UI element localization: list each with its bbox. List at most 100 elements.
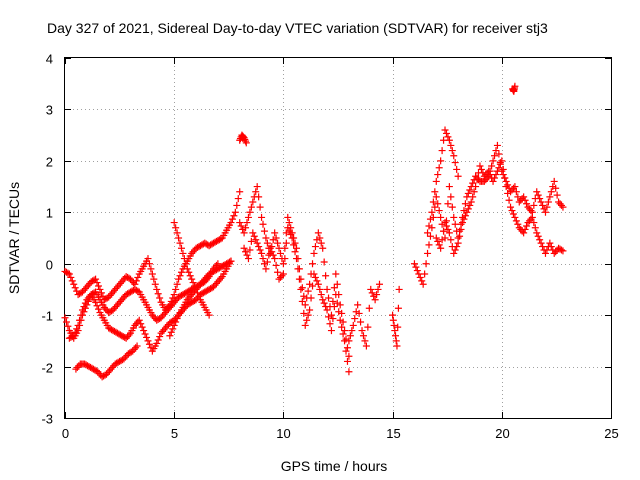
data-point — [309, 282, 317, 290]
data-point — [242, 139, 250, 147]
data-point — [176, 272, 184, 280]
data-point — [489, 177, 497, 185]
series-trace-g — [236, 183, 353, 360]
y-tick-label: 4 — [46, 52, 53, 67]
data-point — [303, 316, 311, 324]
data-point — [256, 203, 264, 211]
data-point — [332, 270, 340, 278]
data-point — [323, 285, 331, 293]
data-point — [539, 201, 547, 209]
data-point — [314, 229, 322, 237]
data-point — [424, 249, 432, 257]
data-point — [425, 241, 433, 249]
data-point — [262, 265, 270, 273]
series-trace-h — [240, 224, 353, 376]
data-point — [444, 133, 452, 141]
data-point — [70, 332, 78, 340]
data-point — [485, 167, 493, 175]
data-point — [281, 244, 289, 252]
data-point — [498, 157, 506, 165]
series-trace-l — [432, 157, 567, 257]
data-point — [389, 316, 397, 324]
data-point — [488, 162, 496, 170]
data-point — [94, 305, 102, 313]
data-point — [132, 344, 140, 352]
data-point — [148, 270, 156, 278]
data-point — [505, 196, 513, 204]
data-point — [260, 227, 268, 235]
y-tick-label: 1 — [46, 206, 53, 221]
data-point — [368, 289, 376, 297]
data-point — [441, 219, 449, 227]
y-tick-label: -1 — [41, 309, 53, 324]
data-point — [288, 234, 296, 242]
data-point — [460, 215, 468, 223]
data-point — [335, 308, 343, 316]
axis-ticks: 0 5 10 15 20 25 -3 -2 -1 0 1 2 3 4 — [41, 52, 618, 442]
data-point — [300, 309, 308, 317]
data-point — [258, 213, 266, 221]
y-axis-label: SDTVAR / TECUs — [6, 182, 22, 294]
data-point — [231, 208, 239, 216]
data-point — [249, 198, 257, 206]
x-tick-label: 15 — [386, 426, 400, 441]
data-point — [523, 200, 531, 208]
data-point — [242, 224, 250, 232]
data-point — [464, 205, 472, 213]
data-point — [491, 174, 499, 182]
data-point — [154, 336, 162, 344]
x-tick-label: 0 — [62, 426, 69, 441]
data-point — [78, 306, 86, 314]
data-point — [440, 227, 448, 235]
data-point — [150, 275, 158, 283]
data-point — [151, 280, 159, 288]
data-point — [81, 299, 89, 307]
data-point — [71, 284, 79, 292]
data-point — [143, 333, 151, 341]
data-point — [170, 219, 178, 227]
series-trace-f — [170, 219, 213, 319]
data-point — [226, 258, 234, 266]
data-point — [281, 255, 289, 263]
data-point — [67, 273, 75, 281]
data-point — [92, 298, 100, 306]
data-point — [77, 311, 85, 319]
data-point — [93, 279, 101, 287]
data-point — [236, 136, 244, 144]
data-point — [191, 282, 199, 290]
data-point — [489, 157, 497, 165]
data-point — [453, 165, 461, 173]
data-point — [512, 217, 520, 225]
data-point — [276, 249, 284, 257]
data-point — [502, 183, 510, 191]
data-point — [154, 290, 162, 298]
data-point — [249, 229, 257, 237]
data-point — [244, 255, 252, 263]
data-point — [511, 82, 519, 90]
data-point — [544, 198, 552, 206]
data-point — [327, 327, 335, 335]
data-point — [514, 220, 522, 228]
data-point — [495, 164, 503, 172]
data-point — [332, 291, 340, 299]
data-point — [170, 321, 178, 329]
data-point — [338, 323, 346, 331]
data-point — [557, 201, 565, 209]
data-point — [256, 246, 264, 254]
data-point — [432, 234, 440, 242]
data-point — [253, 183, 261, 191]
data-point — [534, 232, 542, 240]
data-point — [456, 232, 464, 240]
data-point — [450, 152, 458, 160]
data-point — [311, 273, 319, 281]
data-point — [492, 171, 500, 179]
data-point — [94, 282, 102, 290]
data-point — [70, 280, 78, 288]
data-point — [153, 339, 161, 347]
data-point — [278, 272, 286, 280]
data-point — [71, 328, 79, 336]
data-point — [325, 294, 333, 302]
data-point — [537, 198, 545, 206]
data-point — [496, 160, 504, 168]
